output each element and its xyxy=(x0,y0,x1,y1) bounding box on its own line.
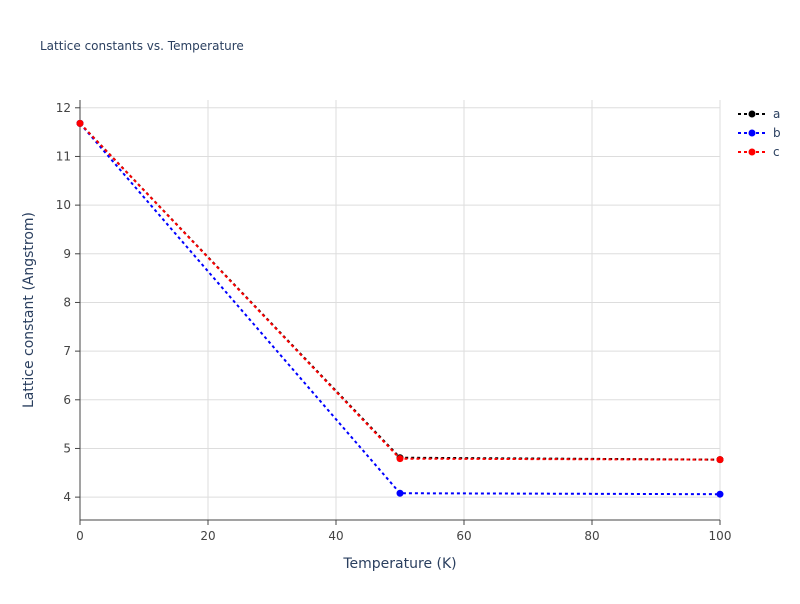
x-axis-label: Temperature (K) xyxy=(342,556,456,572)
legend-label: c xyxy=(773,145,780,159)
x-tick-label: 100 xyxy=(709,529,732,543)
series-line xyxy=(79,122,721,461)
y-tick-label: 7 xyxy=(63,344,71,358)
legend-label: b xyxy=(773,126,781,140)
point xyxy=(396,489,404,497)
chart-title: Lattice constants vs. Temperature xyxy=(40,39,244,53)
y-tick-label: 8 xyxy=(63,295,71,309)
legend-marker xyxy=(748,148,756,156)
legend-marker xyxy=(748,110,756,118)
x-tick-label: 40 xyxy=(328,529,343,543)
series-line xyxy=(79,122,721,496)
point xyxy=(716,456,724,464)
y-tick-label: 12 xyxy=(56,101,71,115)
x-tick-label: 80 xyxy=(584,529,599,543)
point xyxy=(396,455,404,463)
y-tick-label: 4 xyxy=(63,490,71,504)
legend-marker xyxy=(748,129,756,137)
x-tick-label: 0 xyxy=(76,529,84,543)
y-tick-label: 6 xyxy=(63,393,71,407)
y-tick-label: 11 xyxy=(56,149,71,163)
series-line xyxy=(79,122,721,461)
x-tick-label: 60 xyxy=(456,529,471,543)
legend-label: a xyxy=(773,107,780,121)
y-tick-label: 10 xyxy=(56,198,71,212)
y-tick-label: 5 xyxy=(63,441,71,455)
point xyxy=(716,490,724,498)
point xyxy=(76,119,84,127)
y-axis-label: Lattice constant (Angstrom) xyxy=(21,212,37,408)
y-tick-label: 9 xyxy=(63,247,71,261)
x-tick-label: 20 xyxy=(200,529,215,543)
